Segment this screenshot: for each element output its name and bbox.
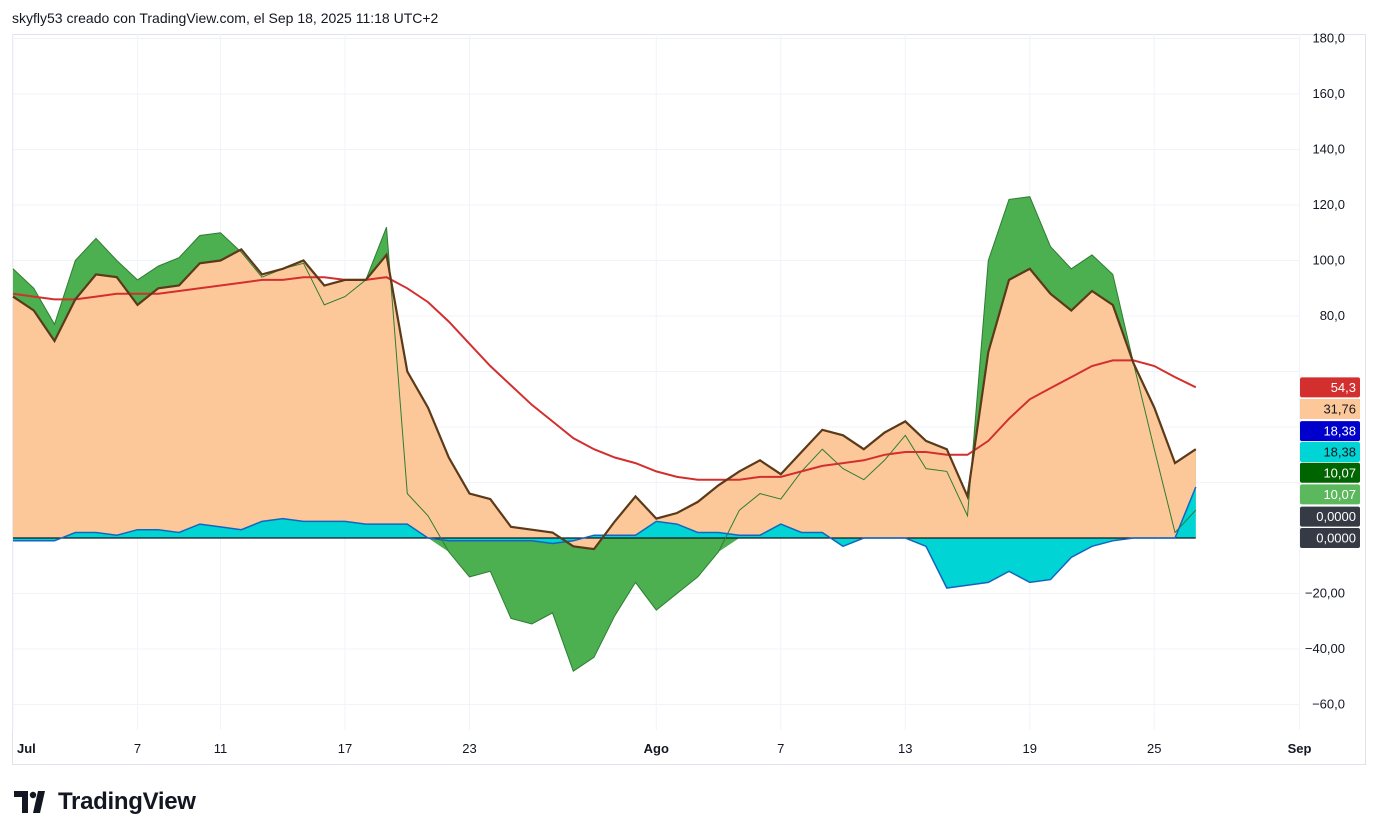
y-tick-label: 160,0 <box>1312 86 1345 101</box>
series-green-negative-area <box>13 538 1196 672</box>
x-tick-label: Sep <box>1288 741 1312 756</box>
tradingview-brand-text: TradingView <box>58 788 196 815</box>
series-red-line <box>12 276 1197 481</box>
value-badges: 54,331,7631,7618,3818,3810,0710,070,0000… <box>1300 377 1360 548</box>
x-tick-label: Jul <box>17 741 36 756</box>
x-tick-label: 7 <box>777 741 784 756</box>
y-tick-label: −20,00 <box>1305 586 1345 601</box>
y-tick-label: 180,0 <box>1312 31 1345 46</box>
y-tick-label: 80,0 <box>1320 308 1345 323</box>
tradingview-logo[interactable]: TradingView <box>14 788 196 816</box>
value-badge-label: 54,3 <box>1331 380 1356 395</box>
chart-plot[interactable]: 180,0 160,0 140,0 120,0 100,0 80,0 −20,00 −40,0… <box>0 0 1379 780</box>
series-brown-line <box>12 248 1197 551</box>
tradingview-logo-icon <box>14 791 45 813</box>
x-tick-label: Ago <box>644 741 669 756</box>
value-badge-label: 0,0000 <box>1316 531 1356 546</box>
value-badge <box>1300 484 1360 505</box>
value-badge-label: 0,0000 <box>1316 509 1356 524</box>
x-tick-label: 7 <box>134 741 141 756</box>
y-tick-label: 140,0 <box>1312 142 1345 157</box>
x-tick-label: 25 <box>1147 741 1161 756</box>
x-tick-label: 19 <box>1023 741 1037 756</box>
y-tick-label: −40,00 <box>1305 641 1345 656</box>
x-tick-label: 13 <box>898 741 912 756</box>
x-tick-label: 11 <box>214 741 228 756</box>
x-tick-label: 17 <box>338 741 352 756</box>
y-axis: 180,0 160,0 140,0 120,0 100,0 80,0 −20,00 −40,0… <box>1305 31 1345 712</box>
value-badge-label: 10,07 <box>1323 487 1356 502</box>
value-badge-label: 10,07 <box>1323 465 1356 480</box>
y-tick-label: 100,0 <box>1312 253 1345 268</box>
y-tick-label: −60,0 <box>1312 697 1345 712</box>
value-badge <box>1300 528 1360 548</box>
value-badge <box>1300 441 1360 462</box>
value-badge <box>1300 506 1360 527</box>
value-badge <box>1300 462 1360 483</box>
x-axis: Jul7111723Ago7131925Sep5111723 <box>17 741 1379 756</box>
value-badge-label: 31,76 <box>1323 401 1356 416</box>
value-badge <box>1300 377 1360 398</box>
value-badge-label: 18,38 <box>1323 444 1356 459</box>
x-tick-label: 23 <box>462 741 476 756</box>
series-green-line <box>12 196 1197 672</box>
chart-attribution: skyfly53 creado con TradingView.com, el … <box>12 10 439 26</box>
series-orange-area <box>13 249 1196 550</box>
value-badge-label: 18,38 <box>1323 424 1356 439</box>
value-badge <box>1300 421 1360 442</box>
value-badge <box>1300 398 1360 419</box>
y-tick-label: 120,0 <box>1312 197 1345 212</box>
